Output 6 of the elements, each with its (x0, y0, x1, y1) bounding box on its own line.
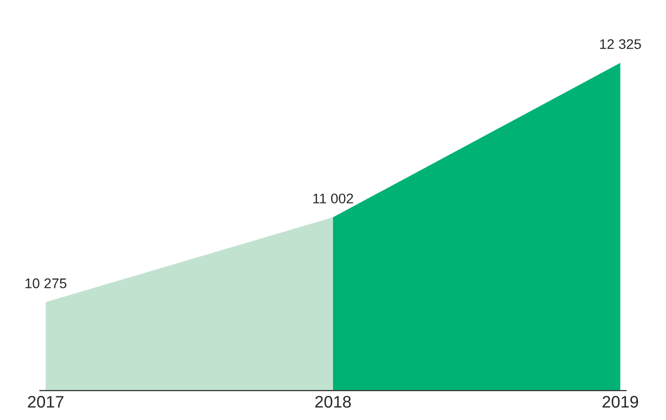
data-label: 12 325 (600, 39, 641, 50)
x-tick-label: 2018 (315, 396, 351, 408)
data-label: 11 002 (313, 194, 354, 204)
x-tick-label: 2017 (28, 396, 64, 408)
data-label: 10 275 (26, 278, 66, 288)
x-tick-label: 2019 (602, 396, 638, 408)
